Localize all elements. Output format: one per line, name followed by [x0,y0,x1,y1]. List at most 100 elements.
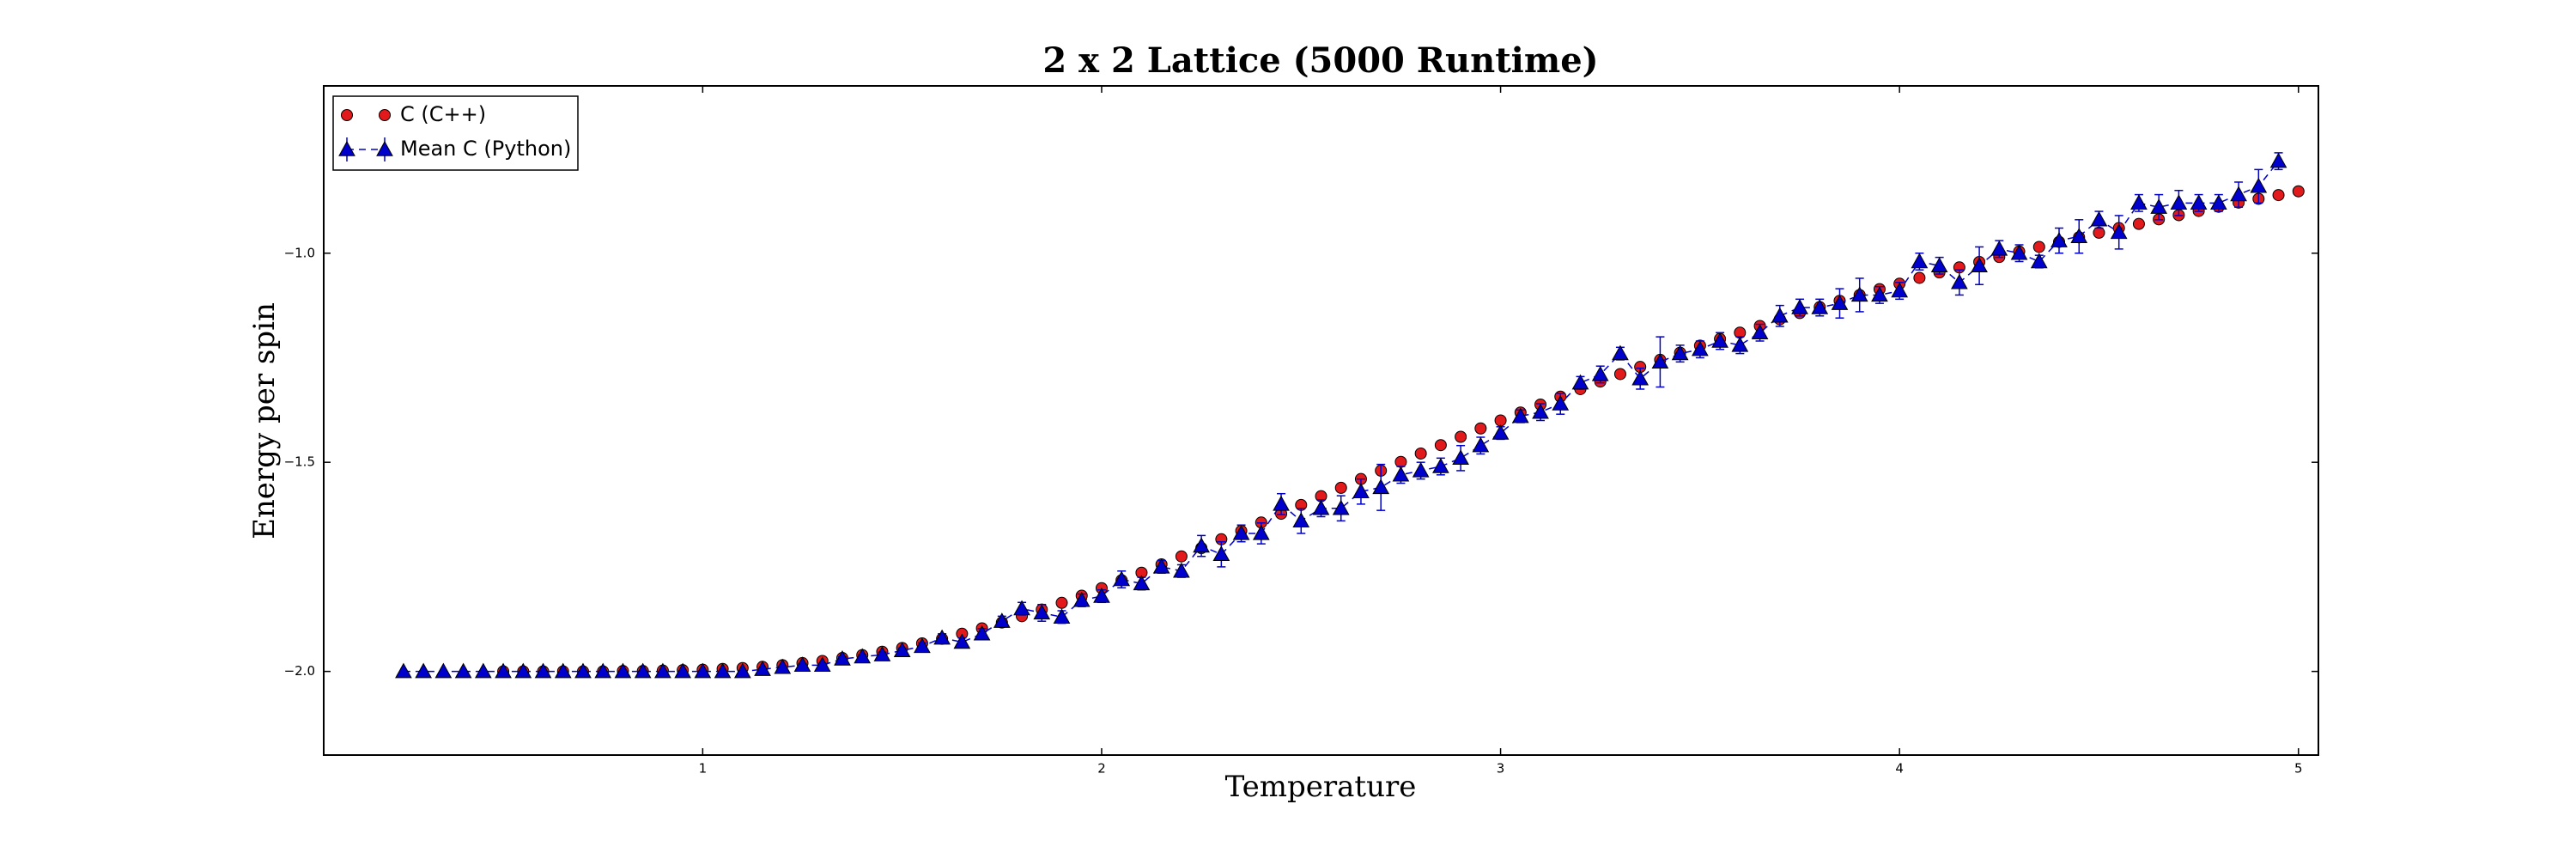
triangle-marker [1352,483,1370,498]
triangle-marker [873,646,891,661]
legend-marker [338,140,355,156]
triangle-marker [1173,562,1190,578]
triangle-marker [1711,332,1728,348]
circle-marker [2272,189,2285,202]
triangle-marker [2030,253,2048,269]
triangle-marker [495,662,512,679]
triangle-marker [2230,186,2247,202]
circle-marker [1394,455,1407,468]
triangle-marker [2010,244,2028,260]
circle-marker [1455,430,1467,443]
triangle-marker [1612,344,1629,361]
triangle-marker [1891,282,1909,298]
triangle-marker [1432,458,1449,473]
triangle-marker [2190,194,2208,210]
circle-marker [1474,422,1487,435]
triangle-marker [614,662,632,679]
x-tick-label: 1 [699,761,708,777]
triangle-marker [1232,524,1250,540]
circle-marker [1175,550,1188,563]
triangle-marker [834,649,851,666]
circle-marker [1434,439,1447,452]
circle-marker [2093,226,2105,239]
legend-marker [379,109,391,121]
triangle-marker [395,662,412,679]
triangle-marker [554,662,572,679]
triangle-marker [574,662,592,679]
triangle-marker [2150,198,2168,214]
x-axis-label: Temperature [1225,770,1417,804]
triangle-marker [854,648,872,664]
x-tick-label: 3 [1497,761,1505,777]
circle-marker [1494,414,1507,427]
triangle-marker [793,656,811,673]
triangle-marker [634,662,652,679]
triangle-marker [1631,369,1649,386]
triangle-marker [2269,152,2287,168]
triangle-marker [2210,194,2227,210]
triangle-marker [1292,512,1310,528]
triangle-marker [1452,449,1469,466]
triangle-marker [993,612,1011,628]
triangle-marker [1152,557,1170,574]
triangle-marker [1093,587,1110,603]
legend-marker [376,140,393,156]
triangle-marker [1013,600,1030,616]
triangle-marker [714,662,732,679]
triangle-marker [1771,307,1789,323]
triangle-marker [1492,424,1510,440]
circle-marker [1414,447,1427,460]
triangle-marker [1133,575,1151,591]
triangle-marker [973,624,991,641]
triangle-marker [1252,524,1270,540]
triangle-marker [2050,232,2068,247]
circle-marker [1055,596,1068,609]
circle-marker [1613,368,1626,381]
triangle-marker [2250,177,2268,193]
triangle-marker [474,662,492,679]
triangle-marker [534,662,552,679]
y-tick-label: −1.5 [284,454,315,470]
triangle-marker [1552,394,1570,411]
triangle-marker [1850,286,1868,302]
y-axis-label: Energy per spin [247,302,282,539]
triangle-marker [1053,608,1071,624]
x-tick-label: 5 [2294,761,2303,777]
triangle-marker [1532,403,1549,419]
triangle-marker [2170,194,2188,210]
triangle-marker [1930,257,1948,273]
triangle-marker [1811,299,1829,314]
triangle-marker [1651,353,1669,369]
chart-title: 2 x 2 Lattice (5000 Runtime) [1042,40,1598,81]
triangle-marker [1571,374,1589,390]
triangle-marker [1791,299,1808,314]
triangle-marker [1692,340,1709,356]
triangle-marker [2110,223,2128,240]
plot-frame [323,85,2319,756]
circle-marker [2032,241,2045,253]
triangle-marker [933,629,951,645]
triangle-marker [1273,495,1290,511]
triangle-marker [893,642,911,657]
triangle-marker [1392,466,1410,482]
triangle-marker [813,656,831,673]
triangle-marker [1212,545,1230,561]
triangle-marker [1591,365,1609,381]
triangle-marker [1971,257,1988,273]
triangle-marker [1072,591,1091,607]
triangle-marker [434,662,453,679]
triangle-marker [774,658,792,674]
legend-label: C (C++) [400,102,486,126]
triangle-marker [654,662,671,679]
triangle-marker [914,637,931,654]
triangle-marker [1911,253,1929,269]
triangle-marker [454,662,472,679]
x-tick-label: 2 [1097,761,1106,777]
triangle-marker [2090,210,2108,227]
triangle-marker [1751,324,1769,339]
triangle-marker [1472,436,1490,453]
y-tick-label: −2.0 [284,663,315,679]
legend-label: Mean C (Python) [400,137,571,161]
triangle-marker [1731,336,1749,352]
